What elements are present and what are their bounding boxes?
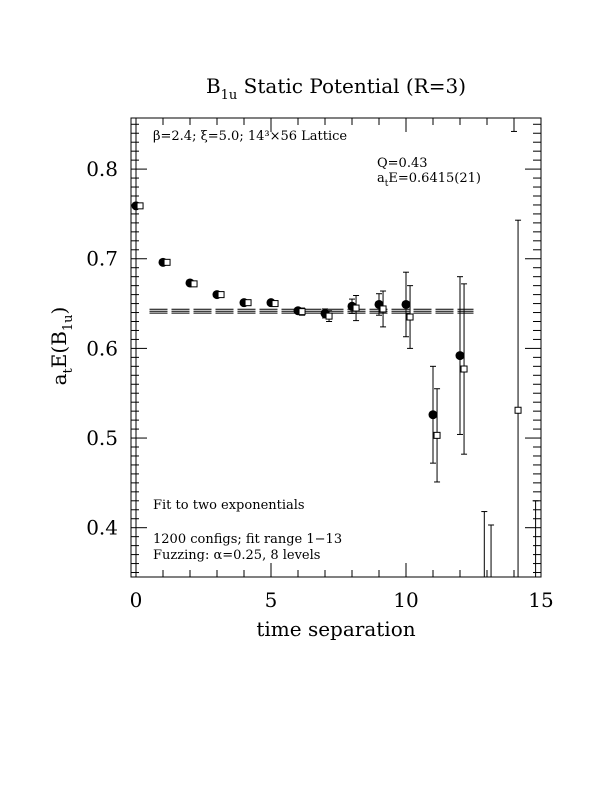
y-axis-label: atE(B1u) — [47, 307, 76, 386]
data-point-square — [217, 291, 225, 299]
offscreen-error-bars — [481, 117, 539, 578]
series-circles — [131, 201, 465, 464]
data-point-square — [190, 280, 198, 288]
data-point-circle — [455, 351, 465, 361]
data-point-square — [271, 300, 279, 308]
data-point-square — [433, 431, 441, 439]
x-tick-label: 10 — [393, 588, 418, 612]
plot-border — [130, 117, 542, 578]
y-tick-label: 0.4 — [86, 516, 118, 540]
data-point-square — [460, 365, 468, 373]
x-axis: 0 5 10 15 — [130, 118, 554, 612]
y-tick-label: 0.7 — [86, 247, 118, 271]
y-axis: 0.4 0.5 0.6 0.7 0.8 — [86, 123, 541, 574]
fit-annotation: Fit to two exponentials — [153, 498, 305, 513]
data-point-square — [244, 299, 252, 307]
fuzzing-annotation: Fuzzing: α=0.25, 8 levels — [153, 548, 320, 563]
data-point-square — [298, 308, 306, 316]
x-tick-label: 5 — [265, 588, 278, 612]
data-point-square — [406, 313, 414, 321]
configs-annotation: 1200 configs; fit range 1−13 — [153, 532, 342, 547]
data-point-square — [325, 312, 333, 320]
chart-title: B1u Static Potential (R=3) — [206, 74, 466, 103]
data-point-circle — [428, 410, 438, 420]
data-point-square — [352, 304, 360, 312]
data-point-square — [136, 202, 144, 210]
y-tick-label: 0.5 — [86, 426, 118, 450]
energy-annotation: atE=0.6415(21) — [377, 171, 481, 189]
fit-band — [149, 308, 474, 314]
series-layer — [131, 117, 539, 578]
data-point-square — [379, 305, 387, 313]
lattice-annotation: β=2.4; ξ=5.0; 14³×56 Lattice — [153, 129, 347, 144]
x-axis-label: time separation — [256, 617, 415, 641]
series-squares — [136, 202, 522, 578]
y-tick-label: 0.8 — [86, 157, 118, 181]
y-tick-label: 0.6 — [86, 336, 118, 360]
x-tick-label: 0 — [130, 588, 143, 612]
data-point-square — [163, 258, 171, 266]
x-tick-label: 15 — [528, 588, 553, 612]
data-point-square — [514, 406, 522, 414]
data-point-circle — [401, 299, 411, 309]
q-annotation: Q=0.43 — [377, 156, 428, 171]
